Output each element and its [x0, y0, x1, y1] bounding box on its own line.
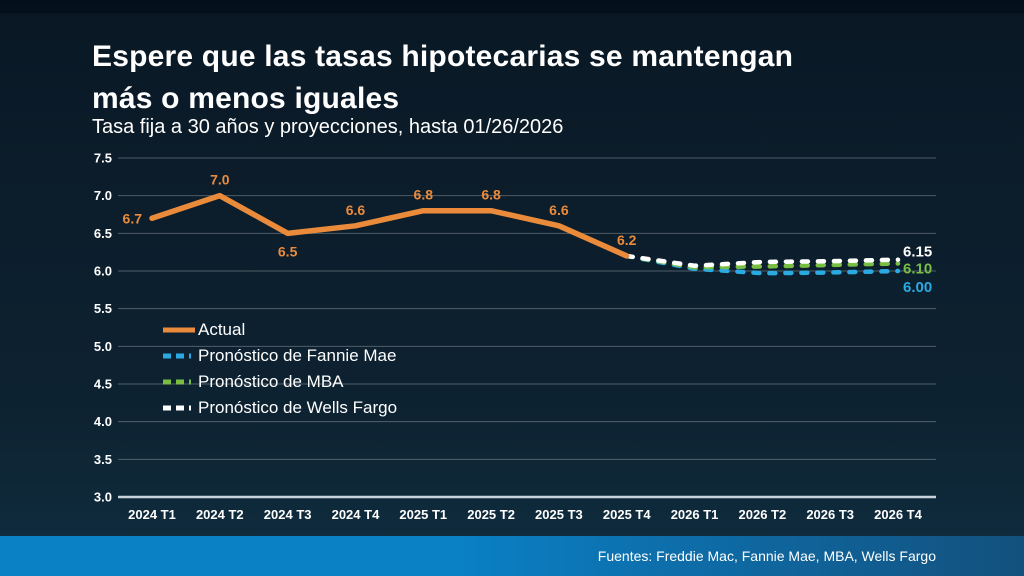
y-tick-label: 7.0: [94, 188, 112, 203]
end-label-3: 6.15: [903, 244, 932, 261]
x-tick-label: 2024 T4: [332, 507, 380, 522]
title-line-1: Espere que las tasas hipotecarias se man…: [92, 40, 794, 73]
legend-label-wells-fargo: Pronóstico de Wells Fargo: [198, 398, 398, 417]
series-line-0: [149, 192, 630, 259]
legend-swatch-actual: [163, 327, 195, 333]
series-line-2: [624, 253, 901, 270]
page-subtitle: Tasa fija a 30 años y proyecciones, hast…: [92, 116, 564, 138]
legend-swatch-fannie-mae: [163, 353, 195, 359]
x-tick-label: 2024 T2: [196, 507, 244, 522]
legend-item-fannie-mae: Pronóstico de Fannie Mae: [161, 343, 397, 369]
y-tick-label: 3.5: [94, 452, 112, 467]
data-label-actual: 6.6: [346, 202, 366, 218]
data-label-actual: 6.7: [123, 210, 143, 226]
title-line-2: más o menos iguales: [92, 82, 400, 115]
x-tick-label: 2026 T3: [806, 507, 854, 522]
data-label-actual: 6.5: [278, 243, 298, 259]
legend-swatch-mba: [163, 379, 195, 385]
x-tick-label: 2026 T1: [671, 507, 719, 522]
legend-label-actual: Actual: [198, 320, 246, 339]
data-label-actual: 6.6: [549, 202, 569, 218]
data-label-actual: 6.8: [481, 187, 501, 203]
y-tick-label: 6.0: [94, 264, 112, 279]
legend-swatch-wells-fargo: [163, 405, 195, 411]
data-label-actual: 7.0: [210, 172, 230, 188]
data-label-actual: 6.8: [414, 187, 434, 203]
x-tick-label: 2025 T4: [603, 507, 651, 522]
x-tick-label: 2026 T4: [874, 507, 922, 522]
y-tick-label: 4.0: [94, 414, 112, 429]
data-label-actual: 6.2: [617, 232, 637, 248]
legend-item-actual: Actual: [161, 317, 397, 343]
x-tick-label: 2024 T3: [264, 507, 312, 522]
legend-item-mba: Pronóstico de MBA: [161, 369, 397, 395]
legend-label-mba: Pronóstico de MBA: [198, 372, 344, 391]
x-tick-label: 2024 T1: [128, 507, 176, 522]
y-tick-label: 5.5: [94, 301, 112, 316]
x-tick-label: 2025 T2: [467, 507, 515, 522]
sources-text: Fuentes: Freddie Mac, Fannie Mae, MBA, W…: [597, 548, 936, 564]
end-label-1: 6.00: [903, 279, 932, 296]
legend-item-wells-fargo: Pronóstico de Wells Fargo: [161, 395, 397, 421]
x-tick-label: 2025 T1: [399, 507, 447, 522]
x-tick-label: 2025 T3: [535, 507, 583, 522]
y-tick-label: 6.5: [94, 226, 112, 241]
series-line-3: [624, 253, 901, 268]
end-label-2: 6.10: [903, 260, 932, 277]
page-title: Espere que las tasas hipotecarias se man…: [92, 36, 972, 120]
y-tick-label: 7.5: [94, 151, 112, 166]
y-tick-label: 5.0: [94, 339, 112, 354]
y-tick-label: 3.0: [94, 490, 112, 505]
legend-label-fannie-mae: Pronóstico de Fannie Mae: [198, 346, 397, 365]
x-tick-label: 2026 T2: [739, 507, 787, 522]
chart-legend: Actual Pronóstico de Fannie Mae Pronósti…: [161, 317, 397, 421]
sources-footer-bar: Fuentes: Freddie Mac, Fannie Mae, MBA, W…: [0, 536, 1024, 576]
top-strip: [0, 0, 1024, 13]
y-tick-label: 4.5: [94, 377, 112, 392]
